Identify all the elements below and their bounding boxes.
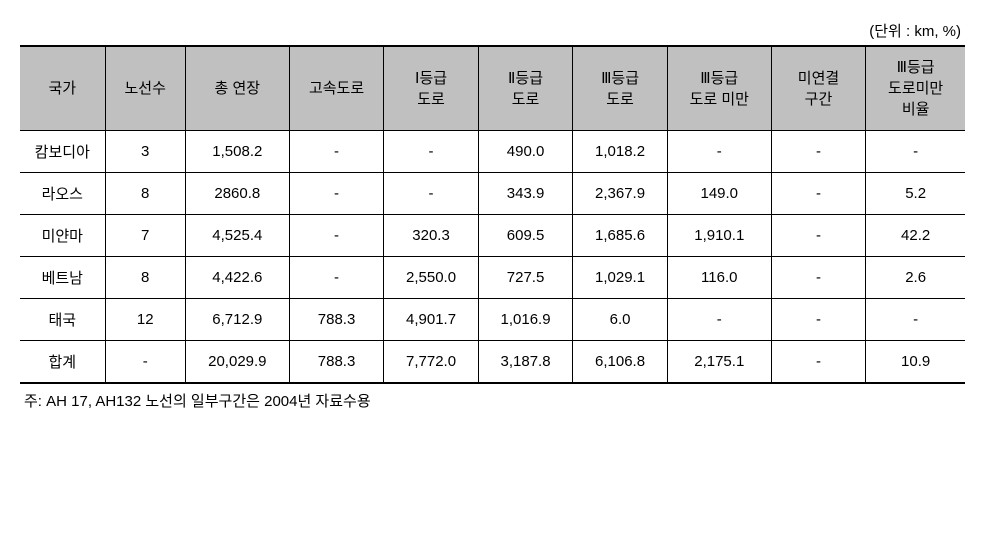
cell-value: 727.5 bbox=[478, 257, 573, 299]
cell-value: - bbox=[771, 215, 866, 257]
cell-country: 라오스 bbox=[20, 173, 105, 215]
cell-value: 5.2 bbox=[866, 173, 965, 215]
cell-value: 1,685.6 bbox=[573, 215, 668, 257]
cell-value: 1,018.2 bbox=[573, 131, 668, 173]
cell-value: 1,910.1 bbox=[667, 215, 771, 257]
table-row: 베트남 8 4,422.6 - 2,550.0 727.5 1,029.1 11… bbox=[20, 257, 965, 299]
cell-value: - bbox=[866, 299, 965, 341]
cell-value: - bbox=[866, 131, 965, 173]
cell-value: 788.3 bbox=[289, 341, 384, 384]
cell-value: - bbox=[771, 299, 866, 341]
col-header-ratio: Ⅲ등급도로미만비율 bbox=[866, 46, 965, 131]
cell-value: 4,525.4 bbox=[185, 215, 289, 257]
cell-value: - bbox=[289, 131, 384, 173]
cell-value: - bbox=[105, 341, 185, 384]
cell-value: 2,367.9 bbox=[573, 173, 668, 215]
cell-country: 캄보디아 bbox=[20, 131, 105, 173]
cell-value: - bbox=[771, 131, 866, 173]
cell-value: 3 bbox=[105, 131, 185, 173]
cell-country: 미얀마 bbox=[20, 215, 105, 257]
cell-value: 490.0 bbox=[478, 131, 573, 173]
cell-value: 609.5 bbox=[478, 215, 573, 257]
unit-label: (단위 : km, %) bbox=[20, 20, 965, 41]
cell-value: 4,901.7 bbox=[384, 299, 479, 341]
cell-value: - bbox=[667, 131, 771, 173]
col-header-highway: 고속도로 bbox=[289, 46, 384, 131]
cell-country: 태국 bbox=[20, 299, 105, 341]
table-header-row: 국가 노선수 총 연장 고속도로 Ⅰ등급도로 Ⅱ등급도로 Ⅲ등급도로 Ⅲ등급도로… bbox=[20, 46, 965, 131]
col-header-below-grade3: Ⅲ등급도로 미만 bbox=[667, 46, 771, 131]
footnote: 주: AH 17, AH132 노선의 일부구간은 2004년 자료수용 bbox=[20, 390, 965, 411]
col-header-country: 국가 bbox=[20, 46, 105, 131]
cell-value: 1,508.2 bbox=[185, 131, 289, 173]
col-header-unconnected: 미연결구간 bbox=[771, 46, 866, 131]
cell-value: 6,106.8 bbox=[573, 341, 668, 384]
table-row: 캄보디아 3 1,508.2 - - 490.0 1,018.2 - - - bbox=[20, 131, 965, 173]
cell-value: 788.3 bbox=[289, 299, 384, 341]
table-row: 라오스 8 2860.8 - - 343.9 2,367.9 149.0 - 5… bbox=[20, 173, 965, 215]
cell-value: - bbox=[667, 299, 771, 341]
cell-value: 2.6 bbox=[866, 257, 965, 299]
cell-value: 4,422.6 bbox=[185, 257, 289, 299]
col-header-grade2: Ⅱ등급도로 bbox=[478, 46, 573, 131]
cell-value: 6.0 bbox=[573, 299, 668, 341]
cell-value: 2,550.0 bbox=[384, 257, 479, 299]
cell-value: - bbox=[771, 173, 866, 215]
cell-value: 3,187.8 bbox=[478, 341, 573, 384]
cell-total-label: 합계 bbox=[20, 341, 105, 384]
cell-value: 320.3 bbox=[384, 215, 479, 257]
cell-value: 7 bbox=[105, 215, 185, 257]
cell-value: - bbox=[289, 215, 384, 257]
cell-country: 베트남 bbox=[20, 257, 105, 299]
cell-value: - bbox=[289, 257, 384, 299]
cell-value: - bbox=[384, 173, 479, 215]
cell-value: 10.9 bbox=[866, 341, 965, 384]
cell-value: 12 bbox=[105, 299, 185, 341]
cell-value: - bbox=[771, 257, 866, 299]
cell-value: 2860.8 bbox=[185, 173, 289, 215]
cell-value: - bbox=[384, 131, 479, 173]
col-header-total-length: 총 연장 bbox=[185, 46, 289, 131]
cell-value: 8 bbox=[105, 257, 185, 299]
cell-value: 2,175.1 bbox=[667, 341, 771, 384]
cell-value: 116.0 bbox=[667, 257, 771, 299]
table-row-total: 합계 - 20,029.9 788.3 7,772.0 3,187.8 6,10… bbox=[20, 341, 965, 384]
col-header-routes: 노선수 bbox=[105, 46, 185, 131]
cell-value: 343.9 bbox=[478, 173, 573, 215]
cell-value: 20,029.9 bbox=[185, 341, 289, 384]
col-header-grade1: Ⅰ등급도로 bbox=[384, 46, 479, 131]
cell-value: - bbox=[771, 341, 866, 384]
table-row: 미얀마 7 4,525.4 - 320.3 609.5 1,685.6 1,91… bbox=[20, 215, 965, 257]
table-row: 태국 12 6,712.9 788.3 4,901.7 1,016.9 6.0 … bbox=[20, 299, 965, 341]
cell-value: 1,029.1 bbox=[573, 257, 668, 299]
cell-value: 1,016.9 bbox=[478, 299, 573, 341]
col-header-grade3: Ⅲ등급도로 bbox=[573, 46, 668, 131]
cell-value: 7,772.0 bbox=[384, 341, 479, 384]
cell-value: 149.0 bbox=[667, 173, 771, 215]
cell-value: - bbox=[289, 173, 384, 215]
cell-value: 8 bbox=[105, 173, 185, 215]
road-grade-table: 국가 노선수 총 연장 고속도로 Ⅰ등급도로 Ⅱ등급도로 Ⅲ등급도로 Ⅲ등급도로… bbox=[20, 45, 965, 384]
cell-value: 42.2 bbox=[866, 215, 965, 257]
cell-value: 6,712.9 bbox=[185, 299, 289, 341]
